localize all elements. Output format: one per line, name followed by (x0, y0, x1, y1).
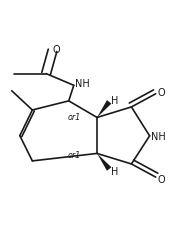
Text: NH: NH (151, 131, 166, 141)
Polygon shape (97, 154, 111, 171)
Text: or1: or1 (68, 150, 81, 159)
Text: H: H (111, 96, 118, 106)
Text: or1: or1 (68, 113, 81, 122)
Text: O: O (158, 174, 166, 184)
Polygon shape (97, 101, 111, 118)
Text: O: O (53, 44, 60, 54)
Text: O: O (158, 87, 166, 97)
Text: NH: NH (75, 79, 89, 89)
Text: H: H (111, 166, 118, 176)
